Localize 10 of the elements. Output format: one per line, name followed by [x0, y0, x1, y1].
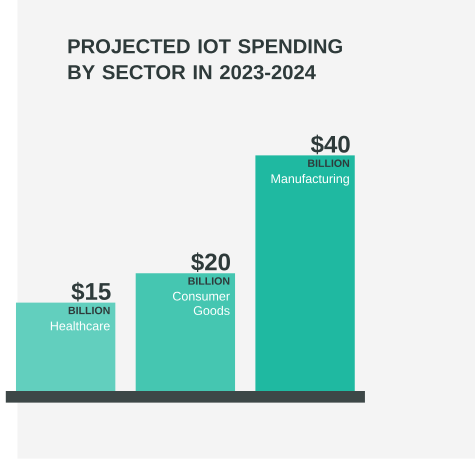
- x-tick-label: Manufacturing: [272, 174, 349, 186]
- data-label: $40: [310, 134, 350, 154]
- annotation: BILLION: [308, 160, 350, 168]
- x-tick-label: Consumer Goods: [172, 292, 230, 316]
- annotation: BILLION: [188, 277, 230, 285]
- x-tick-label: Healthcare: [50, 321, 110, 331]
- data-label: $20: [191, 252, 230, 272]
- annotation: BILLION: [68, 306, 110, 314]
- chart-title: PROJECTED IOT SPENDING BY SECTOR IN 2023-2024: [68, 39, 342, 80]
- data-label: $15: [71, 282, 111, 302]
